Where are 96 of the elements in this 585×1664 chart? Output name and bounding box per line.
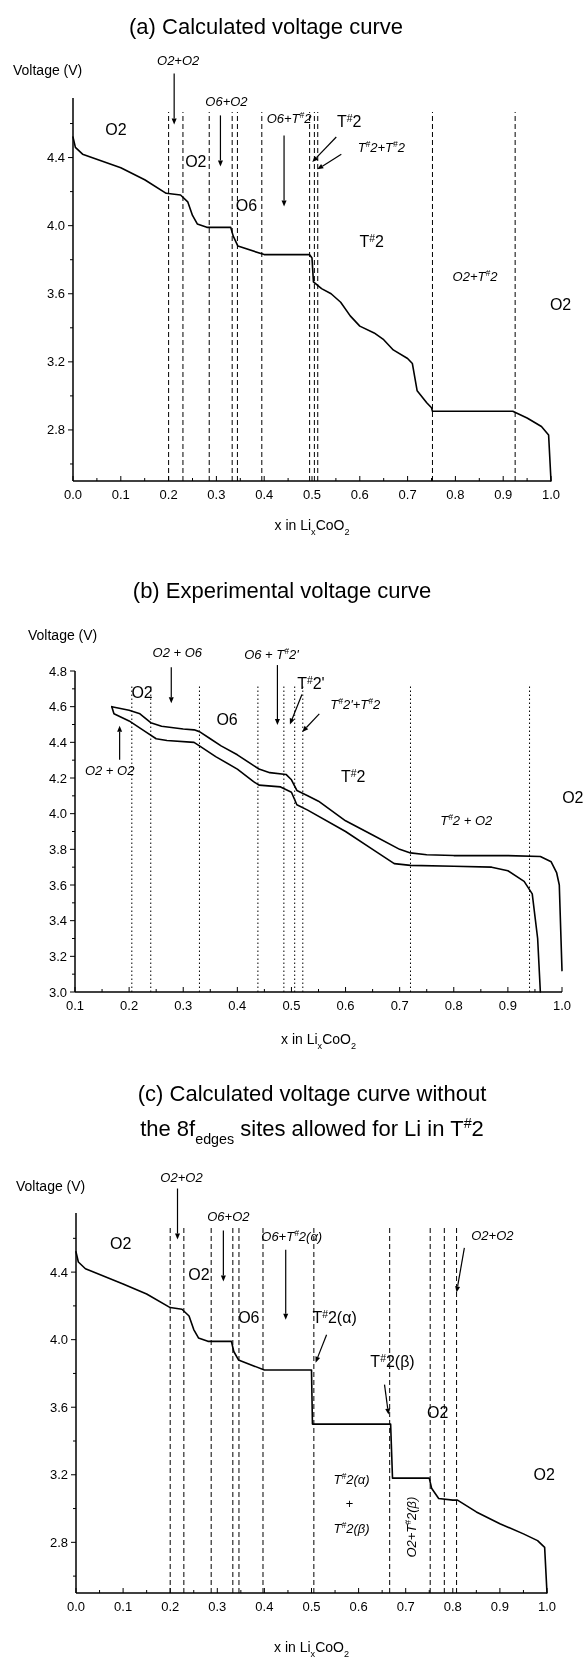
annotation: O2+O2 (471, 1227, 515, 1243)
x-axis-title: x in Li$_{x}$CoO$_{2}$ (281, 1031, 356, 1051)
x-tick-label: 0.7 (398, 487, 417, 502)
text: O2+O2 (157, 53, 201, 69)
y-tick-label: 3.6 (49, 1399, 68, 1415)
annotation: T$^{#}$2+T$^{#}$2 (357, 138, 406, 155)
annotation: O2 (427, 1403, 449, 1421)
chart-title: (b) Experimental voltage curve (132, 578, 432, 603)
annotation: T$^{#}$2(α) (333, 1471, 370, 1488)
x-tick-label: 0.5 (302, 487, 322, 502)
x-axis-title: x in Li$_{x}$CoO$_{2}$ (274, 517, 350, 537)
annotation: O6+O2 (207, 1208, 251, 1224)
y-tick-label: 2.8 (49, 1534, 68, 1550)
x-tick-label: 0.9 (494, 487, 513, 502)
annotation: T$^{#}$2(β) (370, 1352, 415, 1371)
annotation: + (345, 1496, 354, 1512)
y-axis-title: Voltage (V) (13, 62, 83, 78)
x-tick-label: 0.5 (282, 998, 301, 1013)
y-tick-label: 3.6 (48, 877, 67, 893)
annotation: O2+T$^{#}$2 (452, 268, 499, 285)
annotation: O6+T$^{#}$2 (266, 109, 313, 126)
annotation: O2 (110, 1235, 132, 1252)
text: O2+O2 (160, 1170, 204, 1186)
y-tick-label: 3.2 (48, 948, 67, 964)
x-tick-label: 0.6 (336, 998, 355, 1013)
annotation: O6+O2 (205, 93, 249, 109)
annotation: T$^{#}$2 + O2 (440, 812, 494, 829)
annotation: O2 (185, 152, 207, 170)
x-tick-label: 0.0 (66, 1599, 86, 1614)
y-tick-label: 3.2 (46, 354, 65, 370)
x-tick-label: 0.1 (111, 487, 130, 502)
annotation: T$^{#}$2 (337, 112, 362, 130)
annotation: T$^{#}$2'+T$^{#}$2 (330, 696, 381, 713)
y-axis-title: Voltage (V) (28, 627, 98, 643)
y-tick-label: 2.8 (46, 422, 65, 438)
x-tick-label: 0.8 (444, 998, 463, 1013)
y-tick-label: 3.6 (46, 286, 65, 302)
x-tick-label: 0.6 (349, 1599, 368, 1614)
y-axis-title: Voltage (V) (16, 1178, 86, 1194)
x-tick-label: 0.4 (228, 998, 247, 1013)
annotation: O2 (549, 295, 572, 313)
chart-title: (a) Calculated voltage curve (129, 14, 403, 39)
chart-title: (c) Calculated voltage curve without the 8f$_{edges}$ sites allowed for Li in T$^{#}$2 (137, 1081, 487, 1147)
annotation: O2 + O2 (84, 763, 136, 779)
x-tick-label: 0.3 (208, 1599, 227, 1614)
x-tick-label: 0.4 (255, 1599, 274, 1614)
y-tick-label: 4.0 (48, 806, 67, 822)
annotation: T$^{#}$2 (359, 232, 385, 251)
x-tick-label: 0.4 (255, 487, 274, 502)
x-tick-label: 0.3 (174, 998, 193, 1013)
text: O2 + O6 (152, 644, 203, 660)
x-tick-label: 0.1 (114, 1599, 133, 1614)
x-tick-label: 0.9 (498, 998, 517, 1013)
y-tick-label: 3.8 (48, 841, 67, 857)
x-tick-label: 0.9 (490, 1599, 509, 1614)
x-tick-label: 1.0 (552, 998, 572, 1013)
y-tick-label: 4.0 (49, 1332, 68, 1348)
x-tick-label: 1.0 (541, 487, 561, 502)
y-tick-label: 3.2 (49, 1467, 68, 1483)
annotation: O2 (533, 1466, 555, 1484)
y-tick-label: 4.4 (46, 150, 65, 166)
y-tick-label: 4.8 (48, 663, 67, 679)
text: O6 + T$^{#}$2' (244, 645, 300, 662)
annotation: T$^{#}$2(α) (312, 1308, 357, 1327)
x-tick-label: 0.6 (350, 487, 369, 502)
annotation: T$^{#}$2' (297, 674, 325, 693)
x-tick-label: 0.0 (63, 487, 83, 502)
annotation: T$^{#}$2 (340, 767, 366, 785)
x-axis-title: x in Li$_{x}$CoO$_{2}$ (274, 1639, 349, 1659)
x-tick-label: 0.5 (302, 1599, 321, 1614)
y-tick-label: 4.2 (48, 770, 67, 786)
x-tick-label: 0.2 (120, 998, 139, 1013)
annotation: O6 (235, 196, 258, 214)
x-tick-label: 1.0 (537, 1599, 557, 1614)
annotation: T$^{#}$2(β) (333, 1520, 370, 1537)
annotation: O6 (238, 1309, 260, 1327)
x-tick-label: 0.7 (390, 998, 409, 1013)
y-tick-label: 3.4 (48, 913, 67, 929)
y-tick-label: 4.6 (48, 699, 67, 715)
x-tick-label: 0.8 (443, 1599, 462, 1614)
x-tick-label: 0.3 (207, 487, 226, 502)
y-tick-label: 4.4 (49, 1264, 68, 1280)
x-tick-label: 0.7 (396, 1599, 415, 1614)
annotation: O6 (216, 711, 238, 729)
y-tick-label: 3.0 (48, 984, 67, 1000)
x-tick-label: 0.1 (65, 998, 85, 1013)
x-tick-label: 0.2 (161, 1599, 180, 1614)
annotation: O2 (188, 1266, 210, 1284)
y-tick-label: 4.0 (46, 218, 65, 234)
annotation: O2 (131, 684, 153, 701)
text: O2 (562, 789, 584, 807)
x-tick-label: 0.8 (446, 487, 465, 502)
annotation: O6+T$^{#}$2(α) (261, 1228, 323, 1245)
x-tick-label: 0.2 (159, 487, 178, 502)
annotation: O2 (105, 121, 127, 139)
y-tick-label: 4.4 (48, 734, 67, 750)
